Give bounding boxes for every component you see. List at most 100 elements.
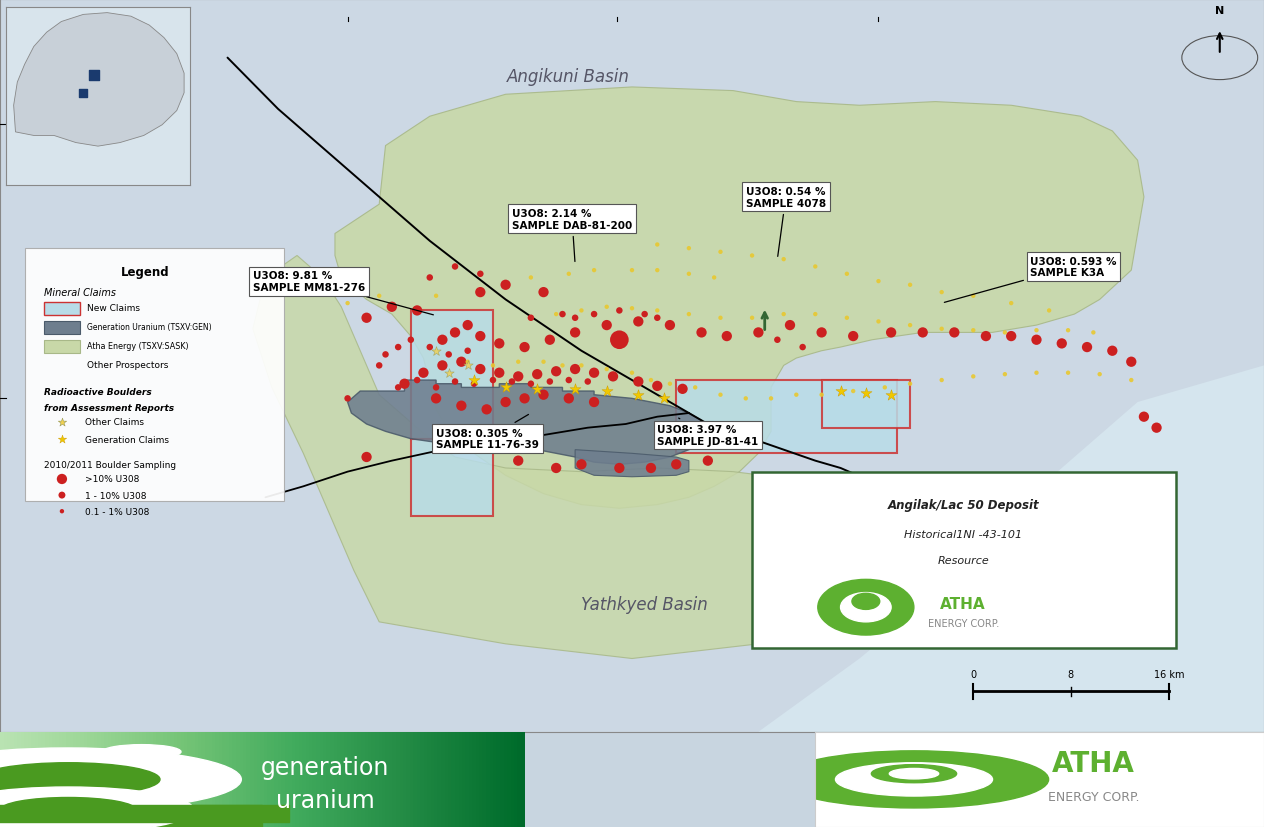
Point — [710, 389, 731, 402]
Point — [565, 327, 585, 340]
Point — [748, 327, 769, 340]
Point — [900, 279, 920, 292]
Text: U3O8: 9.81 %
SAMPLE MM81-276: U3O8: 9.81 % SAMPLE MM81-276 — [253, 271, 434, 315]
Point — [477, 404, 497, 417]
Point — [584, 308, 604, 322]
Point — [1026, 334, 1047, 347]
Point — [660, 378, 680, 391]
Point — [521, 312, 541, 325]
Text: ATHA: ATHA — [940, 596, 986, 611]
Point — [401, 334, 421, 347]
Point — [837, 268, 857, 281]
Point — [52, 433, 72, 447]
Point — [717, 330, 737, 343]
Point — [710, 246, 731, 259]
Point — [685, 381, 705, 394]
Point — [597, 385, 617, 398]
Point — [635, 308, 655, 322]
FancyBboxPatch shape — [25, 249, 284, 501]
Text: generation: generation — [262, 755, 389, 779]
Point — [52, 489, 72, 502]
Point — [900, 319, 920, 332]
Point — [420, 341, 440, 354]
Text: Generation Claims: Generation Claims — [85, 435, 168, 444]
Point — [552, 359, 573, 372]
Bar — [44, 341, 80, 353]
Text: from Assessment Reports: from Assessment Reports — [44, 404, 174, 413]
Point — [559, 374, 579, 387]
Bar — [44, 322, 80, 334]
Point — [647, 238, 667, 251]
Point — [698, 455, 718, 468]
Point — [856, 387, 876, 400]
Point — [495, 279, 516, 292]
Point — [445, 327, 465, 340]
Point — [868, 315, 889, 328]
Text: U3O8: 0.54 %
SAMPLE 4078: U3O8: 0.54 % SAMPLE 4078 — [746, 187, 825, 257]
Point — [830, 385, 851, 398]
Point — [963, 289, 983, 303]
Point — [356, 451, 377, 464]
Circle shape — [780, 751, 1049, 808]
Text: Other Claims: Other Claims — [85, 418, 144, 427]
Point — [793, 341, 813, 354]
Point — [52, 505, 72, 519]
Point — [875, 381, 895, 394]
Point — [881, 389, 901, 402]
Point — [609, 461, 629, 475]
Text: 16 km: 16 km — [1154, 669, 1184, 679]
Point — [944, 327, 964, 340]
Point — [458, 345, 478, 358]
Point — [603, 370, 623, 384]
Text: Generation Uranium (TSXV:GEN): Generation Uranium (TSXV:GEN) — [87, 323, 212, 332]
Point — [597, 363, 617, 376]
Polygon shape — [335, 88, 1144, 509]
Point — [420, 271, 440, 284]
Point — [426, 345, 446, 358]
Point — [1052, 337, 1072, 351]
Point — [1058, 366, 1078, 380]
Point — [1102, 345, 1122, 358]
Point — [963, 324, 983, 337]
Point — [584, 366, 604, 380]
Point — [546, 308, 566, 322]
Point — [458, 356, 478, 369]
Point — [483, 359, 503, 372]
Point — [578, 375, 598, 389]
Point — [672, 383, 693, 396]
Point — [552, 308, 573, 322]
Point — [691, 327, 712, 340]
Point — [521, 271, 541, 284]
Point — [337, 297, 358, 310]
Bar — [0, 805, 288, 822]
Point — [546, 461, 566, 475]
Point — [514, 392, 535, 405]
Point — [565, 312, 585, 325]
Point — [1083, 327, 1103, 340]
Text: N: N — [1215, 6, 1225, 16]
Point — [584, 264, 604, 277]
Point — [458, 319, 478, 332]
Point — [780, 319, 800, 332]
Point — [533, 356, 554, 369]
Point — [704, 271, 724, 284]
Point — [597, 319, 617, 332]
Point — [1121, 356, 1141, 369]
Point — [571, 359, 592, 372]
Point — [1039, 304, 1059, 318]
Text: U3O8: 2.14 %
SAMPLE DAB-81-200: U3O8: 2.14 % SAMPLE DAB-81-200 — [512, 208, 632, 262]
Bar — [0, 805, 262, 827]
Text: ATHA: ATHA — [1052, 749, 1135, 777]
Point — [609, 304, 629, 318]
Point — [641, 374, 661, 387]
Point — [546, 366, 566, 379]
Text: New Claims: New Claims — [87, 304, 140, 313]
Point — [900, 378, 920, 391]
Point — [843, 330, 863, 343]
Point — [470, 268, 490, 281]
Point — [932, 374, 952, 387]
Circle shape — [841, 593, 891, 622]
Point — [432, 359, 453, 372]
Bar — [44, 303, 80, 315]
Point — [1090, 368, 1110, 381]
